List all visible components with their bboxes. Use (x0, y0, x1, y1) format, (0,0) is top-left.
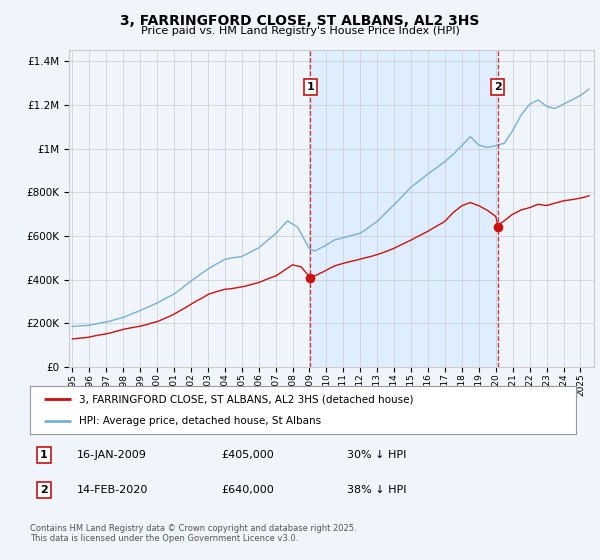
Text: Price paid vs. HM Land Registry's House Price Index (HPI): Price paid vs. HM Land Registry's House … (140, 26, 460, 36)
Text: 16-JAN-2009: 16-JAN-2009 (76, 450, 146, 460)
Text: 1: 1 (306, 82, 314, 92)
Text: 2: 2 (494, 82, 502, 92)
Text: 30% ↓ HPI: 30% ↓ HPI (347, 450, 406, 460)
Text: £640,000: £640,000 (221, 485, 274, 495)
Text: 1: 1 (40, 450, 47, 460)
Text: 3, FARRINGFORD CLOSE, ST ALBANS, AL2 3HS (detached house): 3, FARRINGFORD CLOSE, ST ALBANS, AL2 3HS… (79, 394, 413, 404)
Text: 14-FEB-2020: 14-FEB-2020 (76, 485, 148, 495)
Text: 3, FARRINGFORD CLOSE, ST ALBANS, AL2 3HS: 3, FARRINGFORD CLOSE, ST ALBANS, AL2 3HS (121, 14, 479, 28)
Text: HPI: Average price, detached house, St Albans: HPI: Average price, detached house, St A… (79, 416, 321, 426)
Bar (310, 50, 498, 367)
Text: 2: 2 (40, 485, 47, 495)
Text: Contains HM Land Registry data © Crown copyright and database right 2025.
This d: Contains HM Land Registry data © Crown c… (30, 524, 356, 543)
Text: £405,000: £405,000 (221, 450, 274, 460)
Text: 38% ↓ HPI: 38% ↓ HPI (347, 485, 406, 495)
